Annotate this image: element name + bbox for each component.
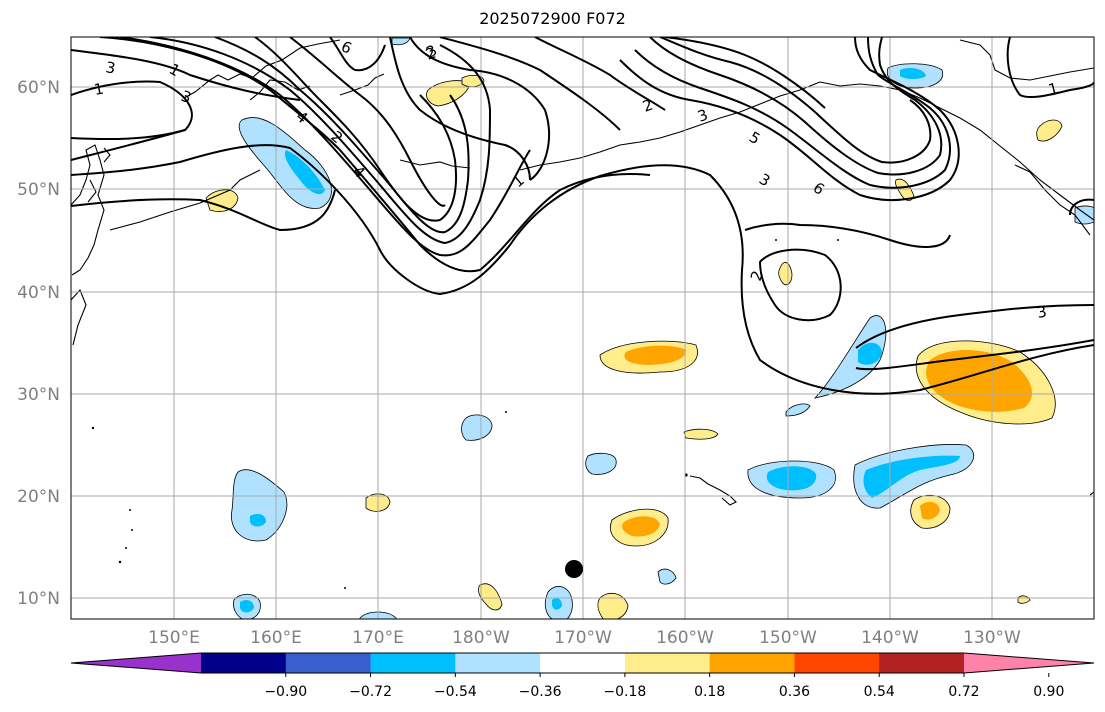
map-plot-area: 6 3 1 1 3 4 4 2 2 3 1 2 3 5 2 6 1 3 3 bbox=[71, 37, 1094, 619]
colorbar-segment bbox=[794, 653, 880, 673]
colorbar-segment bbox=[709, 653, 795, 673]
lat-label: 60°N bbox=[17, 78, 60, 98]
lon-label: 130°W bbox=[963, 628, 1021, 648]
colorbar-extend-high bbox=[964, 653, 1094, 673]
colorbar-segment bbox=[879, 653, 965, 673]
contour-label: 3 bbox=[104, 58, 117, 77]
colorbar-segment bbox=[201, 653, 287, 673]
colorbar-segment bbox=[370, 653, 456, 673]
negative-anomaly-mid-regions bbox=[240, 68, 960, 613]
contour-lines bbox=[71, 37, 1094, 395]
colorbar-outline bbox=[70, 652, 1095, 674]
contour-label: 1 bbox=[509, 171, 528, 191]
contour-label: 3 bbox=[1036, 303, 1049, 322]
contour-label: 3 bbox=[179, 87, 194, 107]
colorbar-segment bbox=[540, 653, 626, 673]
colorbar-tick-label: 0.54 bbox=[864, 684, 895, 700]
colorbar-tick-label: −0.54 bbox=[434, 684, 477, 700]
lon-label: 170°E bbox=[352, 628, 404, 648]
colorbar-tick-label: 0.90 bbox=[1033, 684, 1064, 700]
lat-label: 10°N bbox=[17, 589, 60, 609]
contour-label: 3 bbox=[756, 170, 773, 190]
lon-label: 160°E bbox=[250, 628, 302, 648]
contour-label: 1 bbox=[93, 80, 106, 99]
colorbar: −0.90 −0.72 −0.54 −0.36 −0.18 0.18 0.36 0.54 0.7… bbox=[70, 652, 1095, 700]
lat-label: 30°N bbox=[17, 385, 60, 405]
colorbar-extend-low bbox=[71, 653, 201, 673]
coastlines bbox=[71, 39, 1094, 506]
lon-label: 180°W bbox=[452, 628, 510, 648]
negative-anomaly-light-regions bbox=[230, 37, 1094, 619]
lat-label: 20°N bbox=[17, 487, 60, 507]
lon-label: 160°W bbox=[656, 628, 714, 648]
gridlines bbox=[71, 37, 1094, 619]
colorbar-tick-label: −0.36 bbox=[519, 684, 562, 700]
colorbar-tick-label: −0.18 bbox=[603, 684, 646, 700]
positive-anomaly-mid-regions bbox=[622, 345, 1033, 537]
map-title: 2025072900 F072 bbox=[479, 9, 626, 28]
colorbar-tick-label: 0.72 bbox=[948, 684, 979, 700]
colorbar-segment bbox=[285, 653, 372, 673]
contour-label: 2 bbox=[747, 268, 767, 283]
contour-label: 3 bbox=[695, 106, 710, 126]
colorbar-tick-label: 0.36 bbox=[779, 684, 810, 700]
lat-label: 50°N bbox=[17, 180, 60, 200]
contour-label: 2 bbox=[640, 96, 655, 116]
lon-label: 170°W bbox=[554, 628, 612, 648]
contour-label: 1 bbox=[1046, 79, 1060, 99]
colorbar-segment bbox=[624, 653, 711, 673]
contour-label: 5 bbox=[746, 128, 763, 148]
lon-label: 150°W bbox=[759, 628, 817, 648]
colorbar-tick-label: −0.72 bbox=[349, 684, 392, 700]
positive-anomaly-light-regions bbox=[205, 74, 1063, 619]
contour-label: 3 bbox=[423, 41, 440, 61]
contour-label: 6 bbox=[338, 37, 354, 57]
lon-label: 150°E bbox=[148, 628, 200, 648]
latitude-labels: 60°N 50°N 40°N 30°N 20°N 10°N bbox=[17, 78, 60, 609]
storm-position-marker bbox=[565, 560, 583, 578]
longitude-labels: 150°E 160°E 170°E 180°W 170°W 160°W 150°… bbox=[148, 628, 1021, 648]
lat-label: 40°N bbox=[17, 283, 60, 303]
colorbar-tick-label: 0.18 bbox=[694, 684, 725, 700]
colorbar-segment bbox=[455, 653, 541, 673]
colorbar-tick-label: −0.90 bbox=[264, 684, 307, 700]
lon-label: 140°W bbox=[861, 628, 919, 648]
map-frame bbox=[70, 36, 1095, 620]
